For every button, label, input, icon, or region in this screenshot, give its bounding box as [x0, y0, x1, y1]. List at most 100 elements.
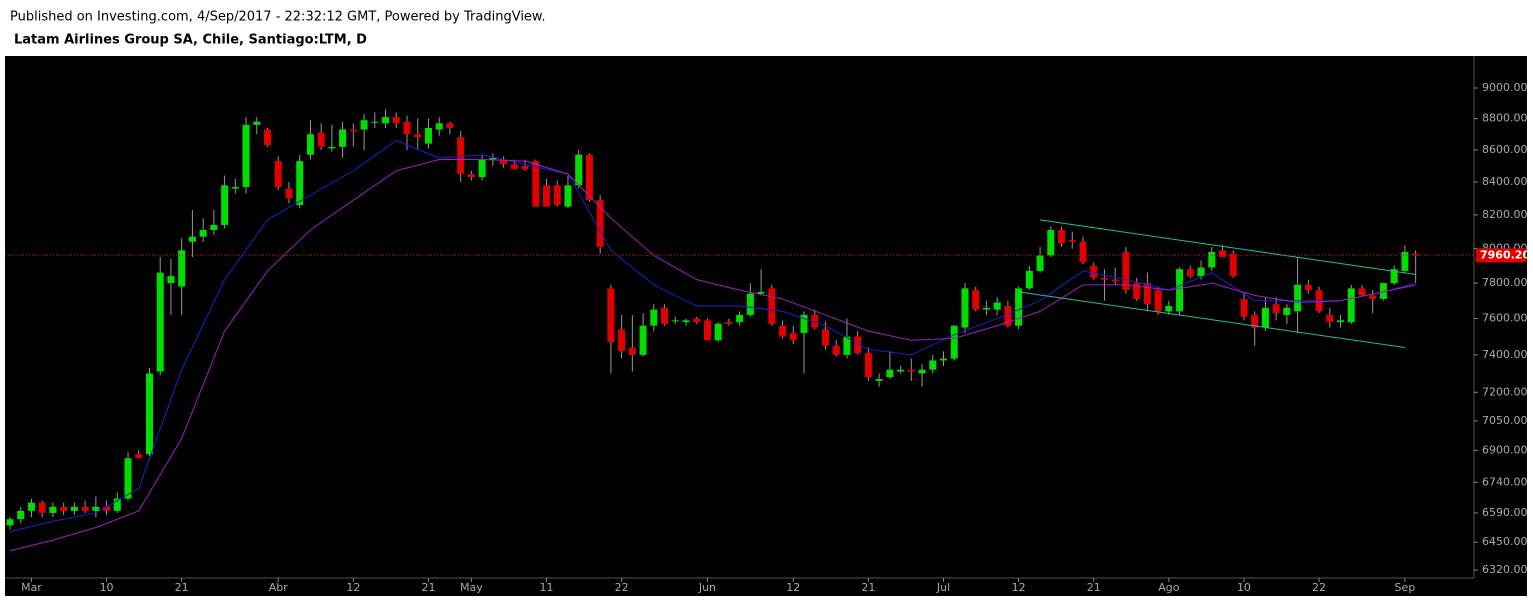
candle-body [113, 498, 121, 511]
candle-body [950, 325, 958, 359]
candle-body [1058, 229, 1066, 244]
candle-body [1176, 269, 1184, 312]
candle-body [682, 320, 690, 323]
y-tick-label: 8600.00 [1482, 143, 1528, 156]
candle-body [789, 332, 797, 341]
candle-body [1251, 314, 1259, 328]
y-tick-label: 6900.00 [1482, 443, 1528, 456]
moving-average [9, 159, 1416, 552]
candle-body [1154, 290, 1162, 312]
x-tick-label: 22 [1312, 581, 1326, 594]
candle-body [1068, 240, 1076, 242]
x-tick-label: Mar [21, 581, 42, 594]
candle-body [1186, 269, 1194, 277]
candle-body [864, 353, 872, 378]
x-tick-label: 21 [861, 581, 875, 594]
y-tick-label: 7400.00 [1482, 348, 1528, 361]
candle-body [1090, 265, 1098, 278]
candle-body [1111, 279, 1119, 282]
candle-body [60, 506, 68, 511]
y-tick-label: 6590.00 [1482, 506, 1528, 519]
candle-body [489, 157, 497, 160]
candle-body [940, 358, 948, 361]
x-tick-label: 12 [786, 581, 800, 594]
candle-body [92, 506, 100, 511]
candle-body [349, 129, 357, 132]
candle-body [918, 369, 926, 374]
y-tick-label: 7800.00 [1482, 276, 1528, 289]
candle-body [285, 188, 293, 199]
last-price-box [1476, 248, 1526, 263]
candle-body [1390, 269, 1398, 284]
candle-body [800, 314, 808, 333]
candle-body [446, 123, 454, 128]
candle-body [1036, 255, 1044, 271]
y-tick-label: 6740.00 [1482, 475, 1528, 488]
candle-body [1412, 253, 1420, 256]
candle-body [1240, 298, 1248, 317]
candle-body [553, 185, 561, 205]
y-tick-label: 9000.00 [1482, 81, 1528, 94]
candle-body [210, 224, 218, 230]
candle-body [972, 290, 980, 310]
candle-body [467, 173, 475, 178]
candle-body [1133, 283, 1141, 299]
x-tick-label: Abr [269, 581, 289, 594]
candle-body [188, 236, 196, 242]
x-tick-label: 21 [175, 581, 189, 594]
candle-body [1369, 295, 1377, 299]
candle-body [339, 129, 347, 147]
candle-body [500, 159, 508, 165]
candle-body [1025, 270, 1033, 289]
chart-panel [5, 56, 1527, 596]
y-tick-label: 8400.00 [1482, 175, 1528, 188]
candle-body [714, 323, 722, 341]
candle-body [821, 329, 829, 346]
candle-body [639, 325, 647, 355]
candle-body [521, 165, 529, 170]
candle-body [564, 185, 572, 207]
candle-body [274, 161, 282, 187]
candle-body [907, 369, 915, 372]
candle-body [221, 185, 229, 225]
x-tick-label: Jul [936, 581, 950, 594]
candle-body [703, 320, 711, 341]
candle-body [532, 161, 540, 207]
candle-body [1294, 284, 1302, 312]
candle-body [49, 506, 57, 513]
candle-body [17, 510, 25, 520]
chart-title: Latam Airlines Group SA, Chile, Santiago… [14, 33, 367, 48]
candle-body [1218, 250, 1226, 258]
candle-body [296, 161, 304, 205]
candle-body [886, 369, 894, 378]
candle-body [811, 314, 819, 328]
candle-body [414, 134, 422, 138]
candle-body [510, 164, 518, 170]
candle-body [875, 379, 883, 381]
candle-body [392, 117, 400, 124]
candle-body [199, 229, 207, 237]
candle-body [1358, 288, 1366, 296]
candle-body [607, 288, 615, 343]
candle-body [253, 121, 261, 125]
candle-body [1015, 288, 1023, 326]
candle-body [1283, 307, 1291, 315]
candle-body [585, 154, 593, 201]
candle-body [1143, 283, 1151, 305]
candle-body [628, 347, 636, 355]
candle-body [317, 132, 325, 147]
x-tick-label: 12 [1012, 581, 1026, 594]
candle-body [725, 322, 733, 324]
candle-body [1229, 253, 1237, 277]
candle-body [1347, 288, 1355, 323]
candle-body [843, 336, 851, 355]
candle-body [650, 309, 658, 326]
candle-body [1261, 307, 1269, 328]
candle-body [6, 519, 14, 526]
candle-body [306, 134, 314, 155]
x-tick-label: May [460, 581, 483, 594]
y-tick-label: 7200.00 [1482, 385, 1528, 398]
x-tick-label: 10 [100, 581, 114, 594]
candle-body [1004, 306, 1012, 326]
